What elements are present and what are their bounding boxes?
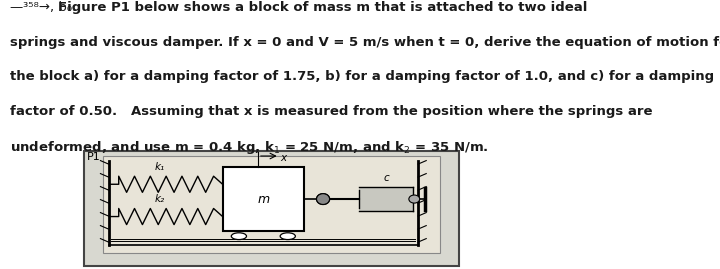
Text: m: m	[257, 193, 269, 206]
Ellipse shape	[409, 195, 420, 203]
Ellipse shape	[317, 194, 330, 204]
Text: —: —	[10, 1, 23, 14]
Ellipse shape	[231, 233, 246, 240]
Text: undeformed, and use m = 0.4 kg, k$_1$ = 25 N/m, and k$_2$ = 35 N/m.: undeformed, and use m = 0.4 kg, k$_1$ = …	[10, 139, 488, 156]
Text: P1: P1	[87, 152, 101, 162]
Text: x: x	[281, 153, 287, 163]
Ellipse shape	[280, 233, 295, 240]
Text: springs and viscous damper. If x = 0 and V = 5 m/s when t = 0, derive the equati: springs and viscous damper. If x = 0 and…	[10, 36, 720, 49]
Text: Figure P1 below shows a block of mass m that is attached to two ideal: Figure P1 below shows a block of mass m …	[58, 1, 587, 14]
Text: the block a) for a damping factor of 1.75, b) for a damping factor of 1.0, and c: the block a) for a damping factor of 1.7…	[10, 70, 714, 83]
Bar	[103, 156, 440, 253]
Text: k₁: k₁	[155, 162, 165, 172]
Bar	[84, 151, 459, 266]
Text: ³⁵⁸→, b₀.: ³⁵⁸→, b₀.	[23, 1, 76, 14]
Text: c: c	[383, 173, 389, 183]
Text: factor of 0.50.   Assuming that x is measured from the position where the spring: factor of 0.50. Assuming that x is measu…	[10, 105, 652, 118]
Bar	[359, 187, 413, 211]
Bar	[222, 167, 304, 231]
Text: k₂: k₂	[155, 194, 165, 204]
